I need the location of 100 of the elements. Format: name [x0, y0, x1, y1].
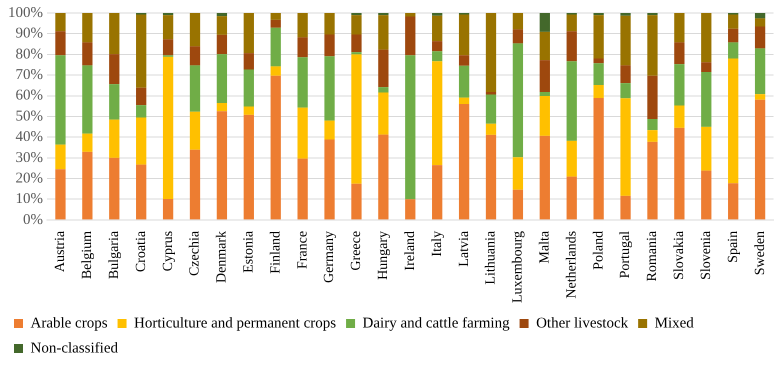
- bar: [109, 13, 120, 54]
- bar: [190, 46, 200, 66]
- bar: [378, 92, 389, 135]
- bar: [754, 100, 766, 220]
- legend-label: Mixed: [654, 315, 694, 332]
- bar: [486, 13, 496, 92]
- bar: [458, 55, 470, 66]
- bar: [378, 50, 389, 88]
- bar: [244, 53, 254, 70]
- bar: [405, 13, 416, 17]
- bar: [55, 144, 66, 170]
- x-tick-label: Italy: [430, 230, 445, 257]
- x-tick-label: Netherlands: [564, 230, 580, 299]
- bar: [405, 199, 416, 220]
- bar: [82, 42, 93, 66]
- y-tick-label: 80%: [15, 46, 43, 62]
- bar: [728, 183, 738, 220]
- bar: [82, 134, 93, 152]
- bar: [593, 98, 604, 220]
- bar: [351, 15, 362, 35]
- bar: [647, 142, 658, 220]
- x-tick-label: Malta: [537, 230, 552, 264]
- bar: [244, 106, 254, 115]
- bar: [297, 108, 308, 159]
- x-tick-label: Ireland: [402, 230, 418, 271]
- bar: [512, 29, 524, 44]
- x-tick-label: Czechia: [188, 230, 203, 276]
- bar: [432, 51, 442, 62]
- bar: [432, 165, 442, 220]
- bar: [162, 199, 174, 220]
- bar: [593, 63, 604, 86]
- x-tick-label: Croatia: [134, 230, 149, 272]
- bar: [216, 34, 228, 54]
- bar: [620, 16, 631, 66]
- bar: [270, 66, 281, 76]
- bar: [647, 15, 658, 76]
- bar: [190, 112, 200, 150]
- bar: [620, 65, 631, 84]
- bar: [216, 54, 228, 104]
- bar: [674, 128, 685, 220]
- bar: [351, 184, 362, 220]
- bar: [351, 34, 362, 52]
- bar: [351, 54, 362, 184]
- bar: [512, 157, 524, 190]
- bar: [566, 176, 577, 220]
- bar: [674, 106, 685, 128]
- bar: [728, 58, 738, 184]
- bar: [216, 103, 228, 112]
- bar: [647, 118, 658, 130]
- bar: [701, 126, 712, 171]
- bar: [324, 13, 335, 35]
- bar: [432, 13, 442, 16]
- bar: [540, 13, 550, 32]
- bar: [55, 169, 66, 220]
- bar: [674, 42, 685, 64]
- bar: [701, 170, 712, 220]
- bar: [701, 72, 712, 127]
- y-tick-label: 70%: [15, 67, 43, 84]
- bar: [82, 152, 93, 220]
- bar: [512, 190, 524, 220]
- bar: [512, 13, 524, 30]
- bar: [297, 37, 308, 58]
- bar: [458, 66, 470, 98]
- y-tick-label: 20%: [15, 170, 43, 186]
- bar: [109, 54, 120, 84]
- x-tick-label: Spain: [726, 230, 741, 263]
- bar: [190, 13, 200, 46]
- x-tick-label: Lithuania: [484, 230, 499, 285]
- bar: [566, 140, 577, 177]
- bar: [136, 88, 146, 106]
- bar: [540, 96, 550, 136]
- bar: [728, 14, 738, 29]
- bar: [297, 57, 308, 108]
- bar: [324, 120, 335, 140]
- bar: [458, 98, 470, 104]
- bar: [190, 150, 200, 220]
- bar: [540, 60, 550, 92]
- bar: [432, 16, 442, 42]
- bar: [512, 43, 524, 158]
- bar: [109, 84, 120, 120]
- y-tick-label: 10%: [15, 191, 43, 208]
- bar: [620, 13, 631, 16]
- bar: [754, 94, 766, 100]
- bar: [270, 20, 281, 28]
- bar: [190, 65, 200, 112]
- bar: [486, 124, 496, 135]
- bar: [162, 15, 174, 40]
- bar: [701, 13, 712, 62]
- bar: [297, 13, 308, 38]
- bar: [728, 28, 738, 42]
- bar: [593, 15, 604, 59]
- bar: [486, 92, 496, 95]
- bar: [405, 16, 416, 56]
- y-tick-label: 0%: [22, 212, 43, 228]
- x-tick-label: Luxembourg: [510, 230, 526, 304]
- x-tick-label: Greece: [349, 230, 364, 271]
- bar: [405, 55, 416, 200]
- bar: [244, 69, 254, 107]
- bar: [540, 32, 550, 60]
- bar: [486, 94, 496, 124]
